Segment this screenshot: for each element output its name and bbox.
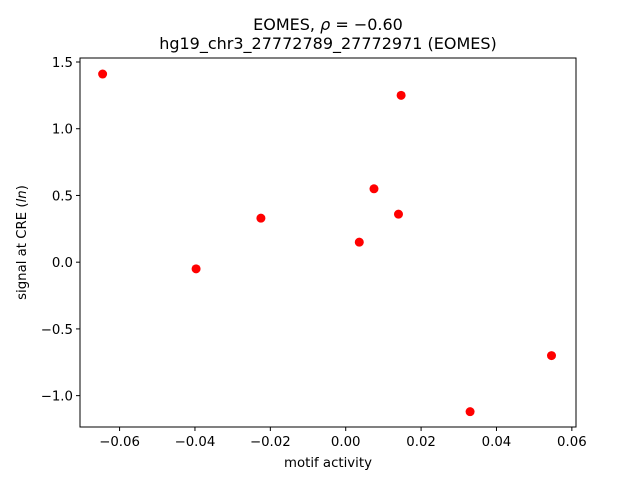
data-point: [256, 213, 266, 223]
y-tick-label: −0.5: [41, 323, 73, 338]
data-point: [191, 264, 201, 274]
data-point: [547, 351, 557, 361]
y-tick-label: 1.5: [52, 56, 73, 71]
data-points: [98, 69, 557, 417]
x-axis-label: motif activity: [284, 456, 372, 471]
data-point: [354, 237, 364, 247]
x-tick-label: 0.00: [331, 435, 361, 450]
data-point: [396, 90, 406, 100]
y-axis-label: signal at CRE (ln): [15, 185, 30, 300]
data-point: [98, 69, 108, 79]
chart-title-line2: hg19_chr3_27772789_27772971 (EOMES): [159, 34, 497, 54]
axes-frame: [79, 57, 577, 428]
x-tick-label: 0.06: [557, 435, 587, 450]
x-tick-label: −0.06: [99, 435, 140, 450]
x-axis: −0.06 −0.04 −0.02 0.00 0.02 0.04 0.06: [99, 427, 587, 450]
x-tick-label: −0.04: [175, 435, 216, 450]
y-axis: −1.0 −0.5 0.0 0.5 1.0 1.5: [41, 56, 80, 405]
x-tick-label: −0.02: [250, 435, 291, 450]
x-tick-label: 0.04: [482, 435, 512, 450]
data-point: [465, 407, 475, 417]
y-tick-label: 1.0: [52, 123, 73, 138]
y-tick-label: −1.0: [41, 390, 73, 405]
chart-title-line1: EOMES, ρ = −0.60: [253, 15, 403, 34]
y-tick-label: 0.0: [52, 256, 73, 271]
data-point: [369, 184, 379, 194]
y-tick-label: 0.5: [52, 189, 73, 204]
x-tick-label: 0.02: [406, 435, 436, 450]
data-point: [393, 209, 403, 219]
